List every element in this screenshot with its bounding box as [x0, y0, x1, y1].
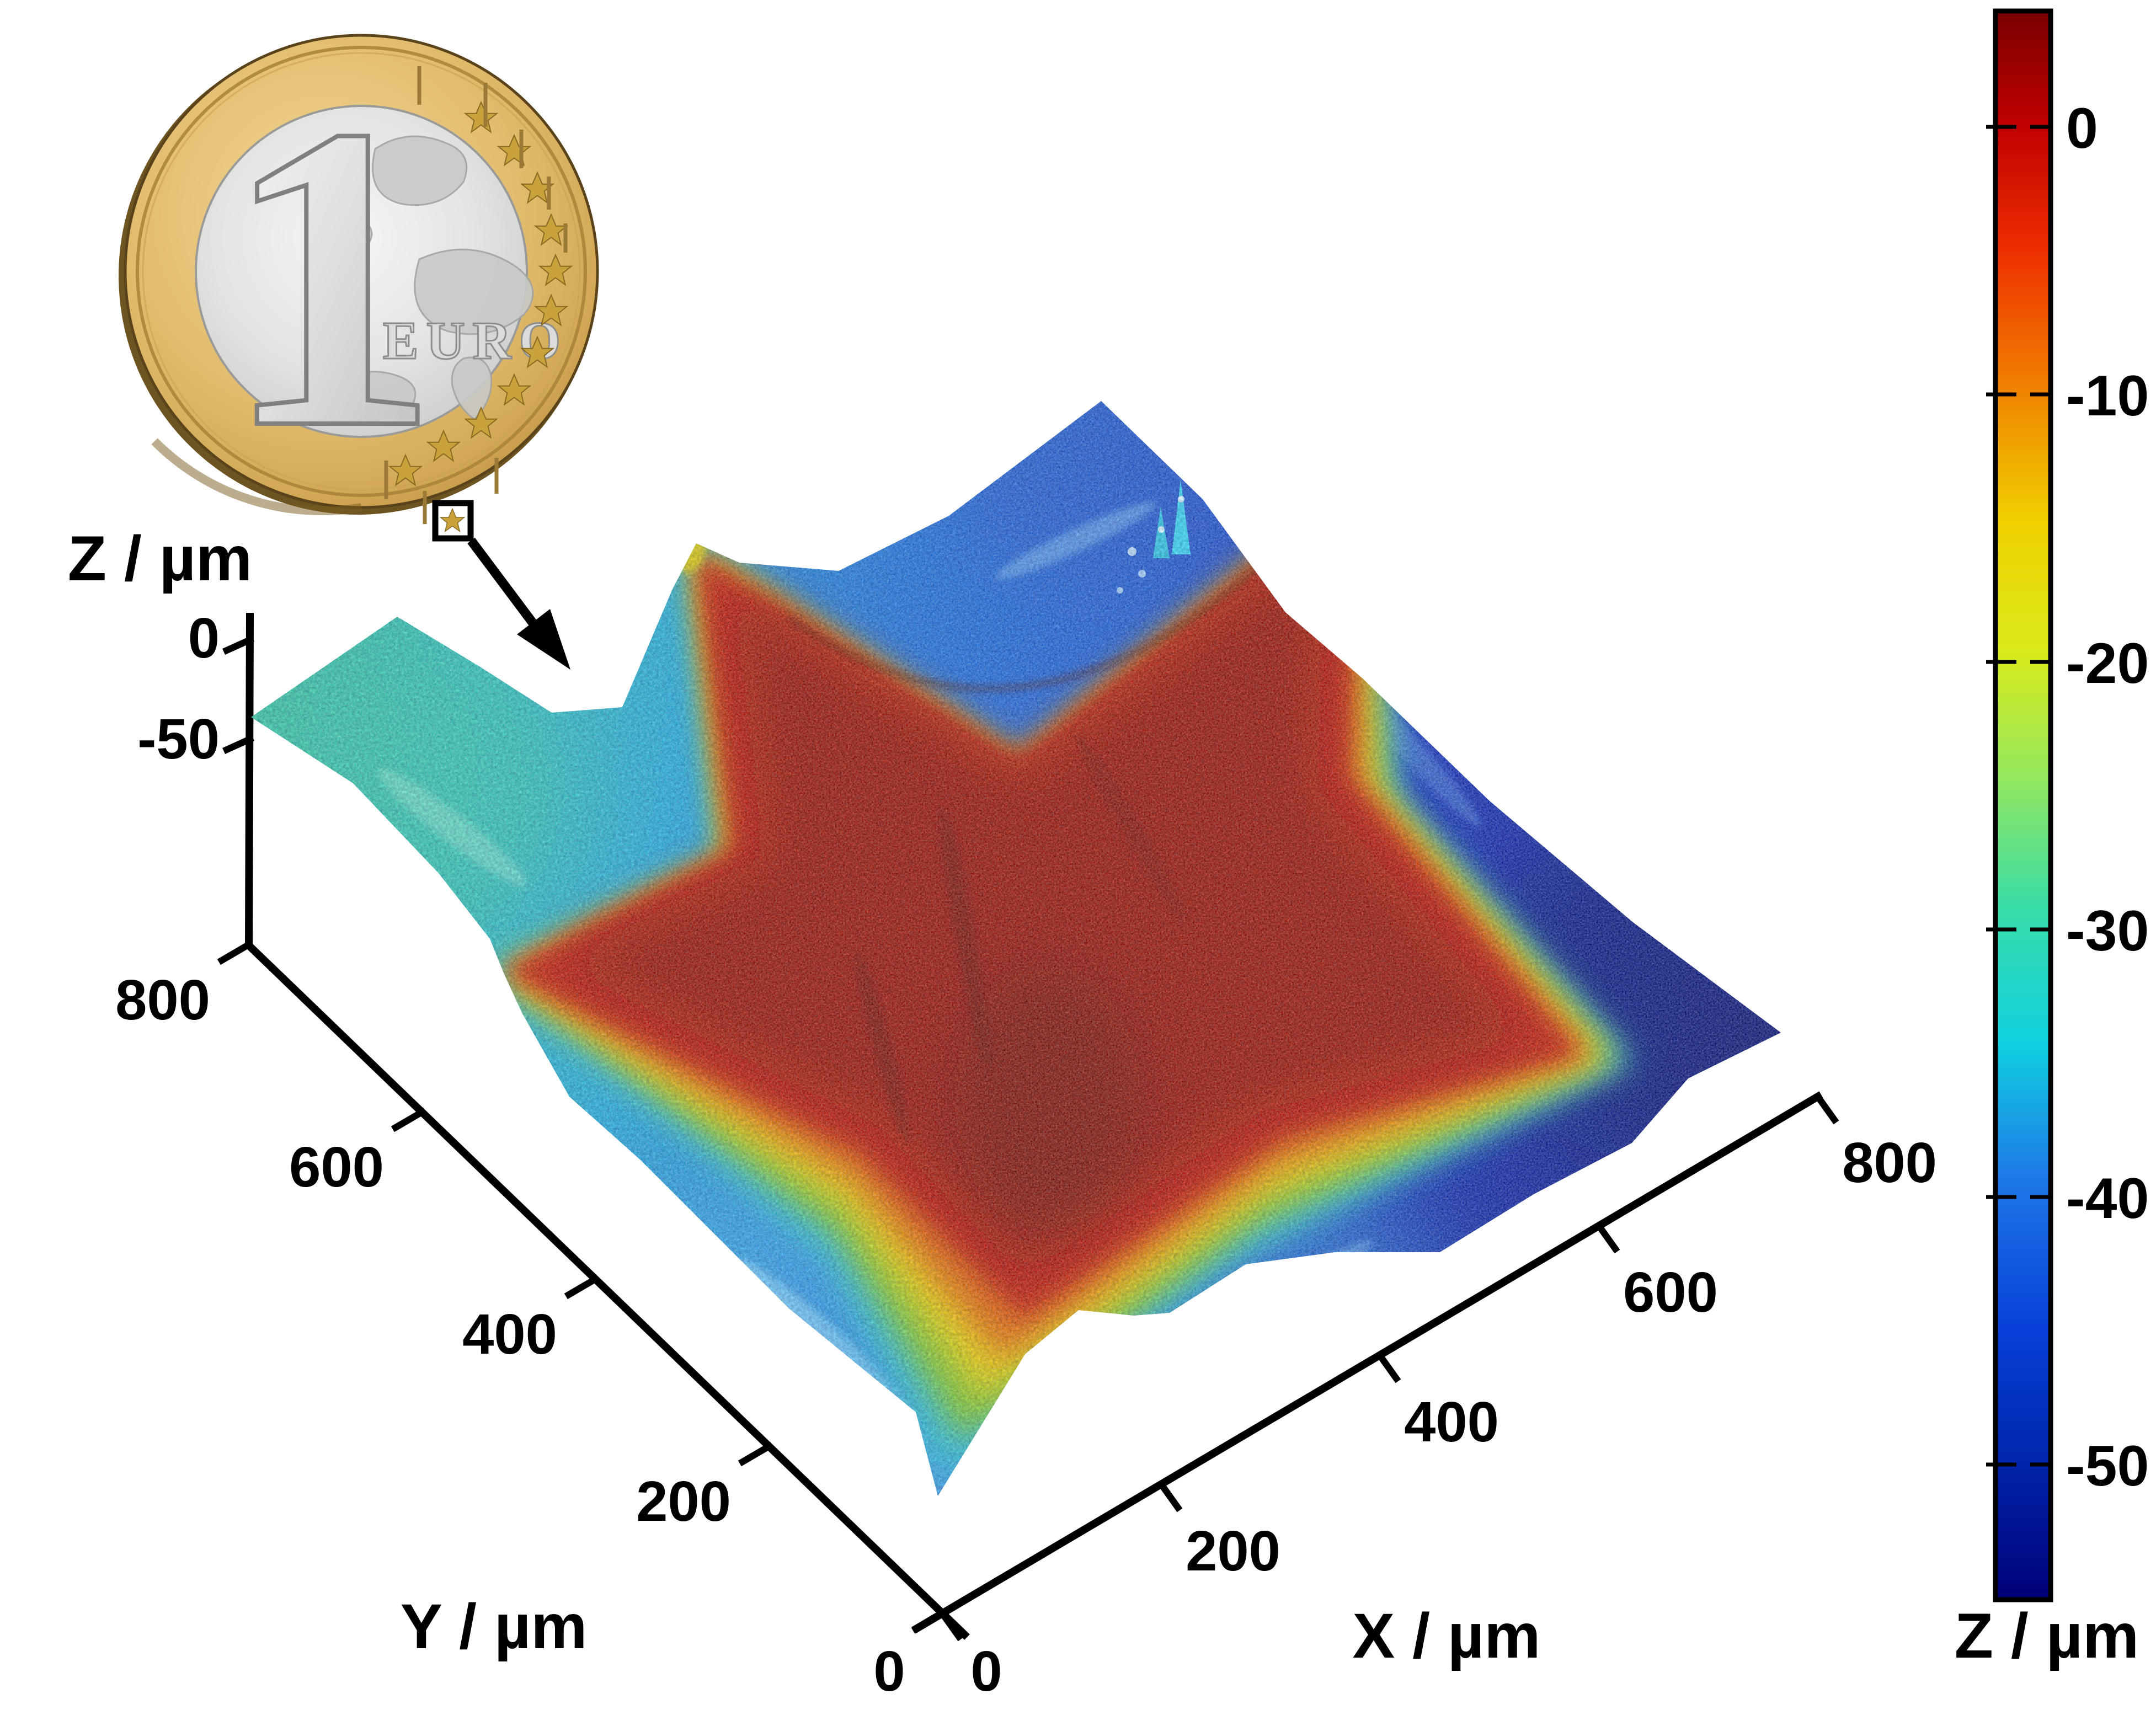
x-axis-title: X / µm [1352, 1601, 1540, 1671]
coin-ring-groove2 [142, 52, 581, 491]
y-axis-title: Y / µm [401, 1591, 588, 1662]
y-tick-0: 0 [873, 1639, 905, 1703]
coin-ring-groove [136, 46, 587, 497]
colorbar-tick-30: -30 [2066, 899, 2149, 963]
y-axis: 800 600 400 200 0 Y / µm [115, 939, 970, 1703]
x-tick-0: 0 [970, 1639, 1002, 1703]
colorbar-tick-50: -50 [2066, 1434, 2149, 1498]
x-tick-800: 800 [1842, 1131, 1937, 1194]
region-marker-box [432, 500, 474, 542]
inset-arrow-icon [467, 537, 570, 670]
y-tick-200: 200 [636, 1469, 731, 1533]
y-tick-400: 400 [462, 1302, 557, 1366]
coin-map-relief [311, 135, 534, 426]
x-tick-400: 400 [1404, 1390, 1499, 1454]
coin-edge-shading [151, 438, 362, 516]
colorbar-gradient [1993, 8, 2053, 1602]
coin-euro-text: EURO [383, 311, 568, 370]
x-tick-200: 200 [1186, 1519, 1280, 1583]
coin-inset: 1 EURO [119, 33, 599, 670]
coin-flagpole-lines [384, 66, 568, 524]
z-axis: 0 -50 Z / µm [68, 523, 254, 949]
y-tick-800: 800 [115, 968, 210, 1032]
x-tick-600: 600 [1623, 1260, 1718, 1324]
upper-right-arm-yellow-crest [1284, 481, 1386, 517]
colorbar-tick-10: -10 [2066, 364, 2149, 428]
x-axis: 0 200 400 600 800 X / µm [911, 1091, 1937, 1703]
colorbar-tick-40: -40 [2066, 1167, 2149, 1231]
colorbar-tick-0: 0 [2066, 97, 2098, 161]
colorbar-tick-20: -20 [2066, 632, 2149, 696]
coin-numeral: 1 [222, 35, 440, 518]
x-axis-ticks [937, 1092, 1839, 1642]
y-tick-600: 600 [289, 1135, 384, 1199]
colorbar: 0 -10 -20 -30 -40 -50 Z / µm [1955, 8, 2149, 1671]
z-axis-title: Z / µm [68, 523, 253, 594]
colorbar-ticks [1986, 125, 2051, 1467]
z-tick-50: -50 [137, 707, 220, 771]
y-axis-ticks [217, 940, 947, 1634]
z-tick-0: 0 [188, 606, 220, 670]
colorbar-title: Z / µm [1955, 1601, 2139, 1671]
